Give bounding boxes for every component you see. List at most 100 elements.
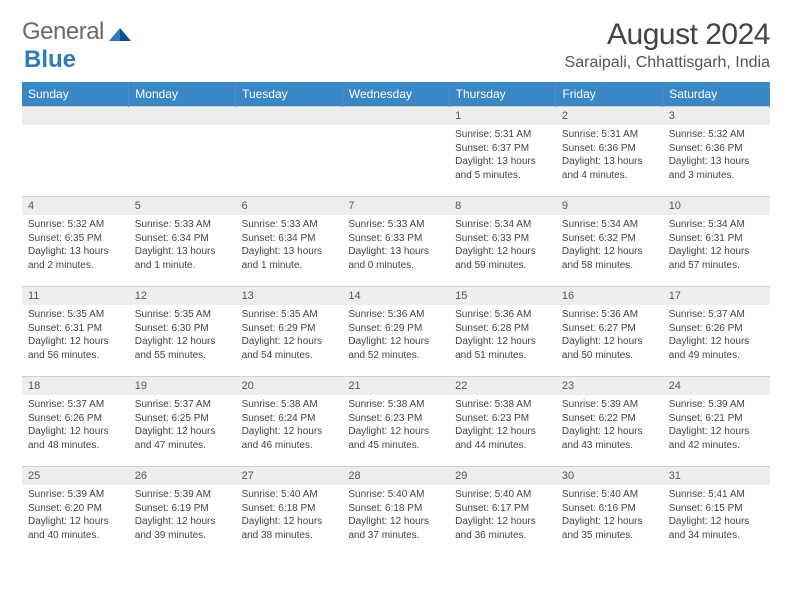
sunset-text: Sunset: 6:21 PM [669, 412, 764, 426]
sunset-text: Sunset: 6:23 PM [348, 412, 443, 426]
logo-triangle-icon [109, 25, 131, 41]
calendar-day-cell: 19Sunrise: 5:37 AMSunset: 6:25 PMDayligh… [129, 377, 236, 467]
sunrise-text: Sunrise: 5:38 AM [348, 398, 443, 412]
day-body: Sunrise: 5:33 AMSunset: 6:33 PMDaylight:… [342, 215, 449, 278]
day-body: Sunrise: 5:40 AMSunset: 6:16 PMDaylight:… [556, 485, 663, 548]
day-body [129, 125, 236, 134]
sunset-text: Sunset: 6:17 PM [455, 502, 550, 516]
day-number: 4 [22, 197, 129, 215]
daylight-text: Daylight: 12 hours and 35 minutes. [562, 515, 657, 542]
daylight-text: Daylight: 12 hours and 52 minutes. [348, 335, 443, 362]
header: General August 2024 Saraipali, Chhattisg… [22, 18, 770, 72]
weekday-header: Wednesday [342, 82, 449, 107]
day-number: 3 [663, 107, 770, 125]
sunrise-text: Sunrise: 5:40 AM [455, 488, 550, 502]
daylight-text: Daylight: 13 hours and 1 minute. [135, 245, 230, 272]
weekday-header: Thursday [449, 82, 556, 107]
calendar-day-cell: 21Sunrise: 5:38 AMSunset: 6:23 PMDayligh… [342, 377, 449, 467]
sunset-text: Sunset: 6:29 PM [242, 322, 337, 336]
calendar-day-cell: 7Sunrise: 5:33 AMSunset: 6:33 PMDaylight… [342, 197, 449, 287]
calendar-day-cell: 30Sunrise: 5:40 AMSunset: 6:16 PMDayligh… [556, 467, 663, 557]
sunset-text: Sunset: 6:22 PM [562, 412, 657, 426]
calendar-day-cell: 31Sunrise: 5:41 AMSunset: 6:15 PMDayligh… [663, 467, 770, 557]
daylight-text: Daylight: 13 hours and 2 minutes. [28, 245, 123, 272]
day-body: Sunrise: 5:34 AMSunset: 6:32 PMDaylight:… [556, 215, 663, 278]
sunrise-text: Sunrise: 5:39 AM [28, 488, 123, 502]
weekday-header-row: Sunday Monday Tuesday Wednesday Thursday… [22, 82, 770, 107]
day-number: 22 [449, 377, 556, 395]
day-body: Sunrise: 5:40 AMSunset: 6:18 PMDaylight:… [342, 485, 449, 548]
day-number: 28 [342, 467, 449, 485]
calendar-table: Sunday Monday Tuesday Wednesday Thursday… [22, 82, 770, 557]
sunrise-text: Sunrise: 5:34 AM [455, 218, 550, 232]
calendar-day-cell: 5Sunrise: 5:33 AMSunset: 6:34 PMDaylight… [129, 197, 236, 287]
calendar-day-cell: 22Sunrise: 5:38 AMSunset: 6:23 PMDayligh… [449, 377, 556, 467]
sunrise-text: Sunrise: 5:33 AM [348, 218, 443, 232]
day-body: Sunrise: 5:40 AMSunset: 6:17 PMDaylight:… [449, 485, 556, 548]
day-body: Sunrise: 5:39 AMSunset: 6:22 PMDaylight:… [556, 395, 663, 458]
calendar-week-row: 18 Sunrise: 5:37 AMSunset: 6:26 PM Dayligh… [22, 377, 770, 467]
daylight-text: Daylight: 12 hours and 36 minutes. [455, 515, 550, 542]
calendar-week-row: 1Sunrise: 5:31 AMSunset: 6:37 PMDaylight… [22, 107, 770, 197]
logo-text-blue: Blue [24, 46, 76, 74]
logo: General [22, 18, 133, 46]
daylight-text: Daylight: 12 hours and 56 minutes. [28, 335, 123, 362]
day-number: 18 [22, 377, 129, 395]
weekday-header: Sunday [22, 82, 129, 107]
daylight-text: Daylight: 12 hours and 54 minutes. [242, 335, 337, 362]
day-number: 13 [236, 287, 343, 305]
sunrise-text: Sunrise: 5:38 AM [242, 398, 337, 412]
day-number: 19 [129, 377, 236, 395]
day-number: 27 [236, 467, 343, 485]
calendar-week-row: 4Sunrise: 5:32 AMSunset: 6:35 PMDaylight… [22, 197, 770, 287]
calendar-day-cell [236, 107, 343, 197]
day-number [342, 107, 449, 125]
sunset-text: Sunset: 6:19 PM [135, 502, 230, 516]
sunrise-text: Sunrise: 5:35 AM [135, 308, 230, 322]
daylight-text: Daylight: 13 hours and 4 minutes. [562, 155, 657, 182]
calendar-day-cell: 26Sunrise: 5:39 AMSunset: 6:19 PMDayligh… [129, 467, 236, 557]
sunset-text: Sunset: 6:30 PM [135, 322, 230, 336]
calendar-day-cell: 10Sunrise: 5:34 AMSunset: 6:31 PMDayligh… [663, 197, 770, 287]
day-number: 1 [449, 107, 556, 125]
day-number: 26 [129, 467, 236, 485]
daylight-text: Daylight: 12 hours and 37 minutes. [348, 515, 443, 542]
sunrise-text: Sunrise: 5:39 AM [669, 398, 764, 412]
sunset-text: Sunset: 6:37 PM [455, 142, 550, 156]
calendar-day-cell: 4Sunrise: 5:32 AMSunset: 6:35 PMDaylight… [22, 197, 129, 287]
sunset-text: Sunset: 6:15 PM [669, 502, 764, 516]
calendar-day-cell: 2Sunrise: 5:31 AMSunset: 6:36 PMDaylight… [556, 107, 663, 197]
sunset-text: Sunset: 6:33 PM [348, 232, 443, 246]
day-number: 24 [663, 377, 770, 395]
day-number: 23 [556, 377, 663, 395]
calendar-day-cell: 8Sunrise: 5:34 AMSunset: 6:33 PMDaylight… [449, 197, 556, 287]
day-body: Sunrise: 5:36 AMSunset: 6:27 PMDaylight:… [556, 305, 663, 368]
daylight-text: Daylight: 12 hours and 42 minutes. [669, 425, 764, 452]
sunrise-text: Sunrise: 5:37 AM [28, 398, 123, 412]
daylight-text: Daylight: 12 hours and 59 minutes. [455, 245, 550, 272]
day-number: 5 [129, 197, 236, 215]
day-number: 2 [556, 107, 663, 125]
day-body [236, 125, 343, 134]
calendar-day-cell: 9Sunrise: 5:34 AMSunset: 6:32 PMDaylight… [556, 197, 663, 287]
calendar-day-cell: 11Sunrise: 5:35 AMSunset: 6:31 PMDayligh… [22, 287, 129, 377]
sunset-text: Sunset: 6:27 PM [562, 322, 657, 336]
calendar-day-cell: 1Sunrise: 5:31 AMSunset: 6:37 PMDaylight… [449, 107, 556, 197]
day-body: Sunrise: 5:39 AMSunset: 6:20 PMDaylight:… [22, 485, 129, 548]
day-number [129, 107, 236, 125]
sunrise-text: Sunrise: 5:35 AM [242, 308, 337, 322]
day-number: 25 [22, 467, 129, 485]
sunset-text: Sunset: 6:36 PM [669, 142, 764, 156]
sunset-text: Sunset: 6:34 PM [135, 232, 230, 246]
sunset-text: Sunset: 6:26 PM [669, 322, 764, 336]
calendar-day-cell: 18Sunrise: 5:37 AMSunset: 6:26 PMDayligh… [22, 377, 129, 467]
day-number: 14 [342, 287, 449, 305]
sunset-text: Sunset: 6:26 PM [28, 412, 123, 426]
calendar-day-cell: 16Sunrise: 5:36 AMSunset: 6:27 PMDayligh… [556, 287, 663, 377]
sunset-text: Sunset: 6:36 PM [562, 142, 657, 156]
day-body: Sunrise: 5:36 AMSunset: 6:28 PMDaylight:… [449, 305, 556, 368]
calendar-day-cell [22, 107, 129, 197]
sunset-text: Sunset: 6:25 PM [135, 412, 230, 426]
calendar-day-cell: 13 Sunrise: 5:35 AMSunset: 6:29 PMDayligh… [236, 287, 343, 377]
weekday-header: Friday [556, 82, 663, 107]
